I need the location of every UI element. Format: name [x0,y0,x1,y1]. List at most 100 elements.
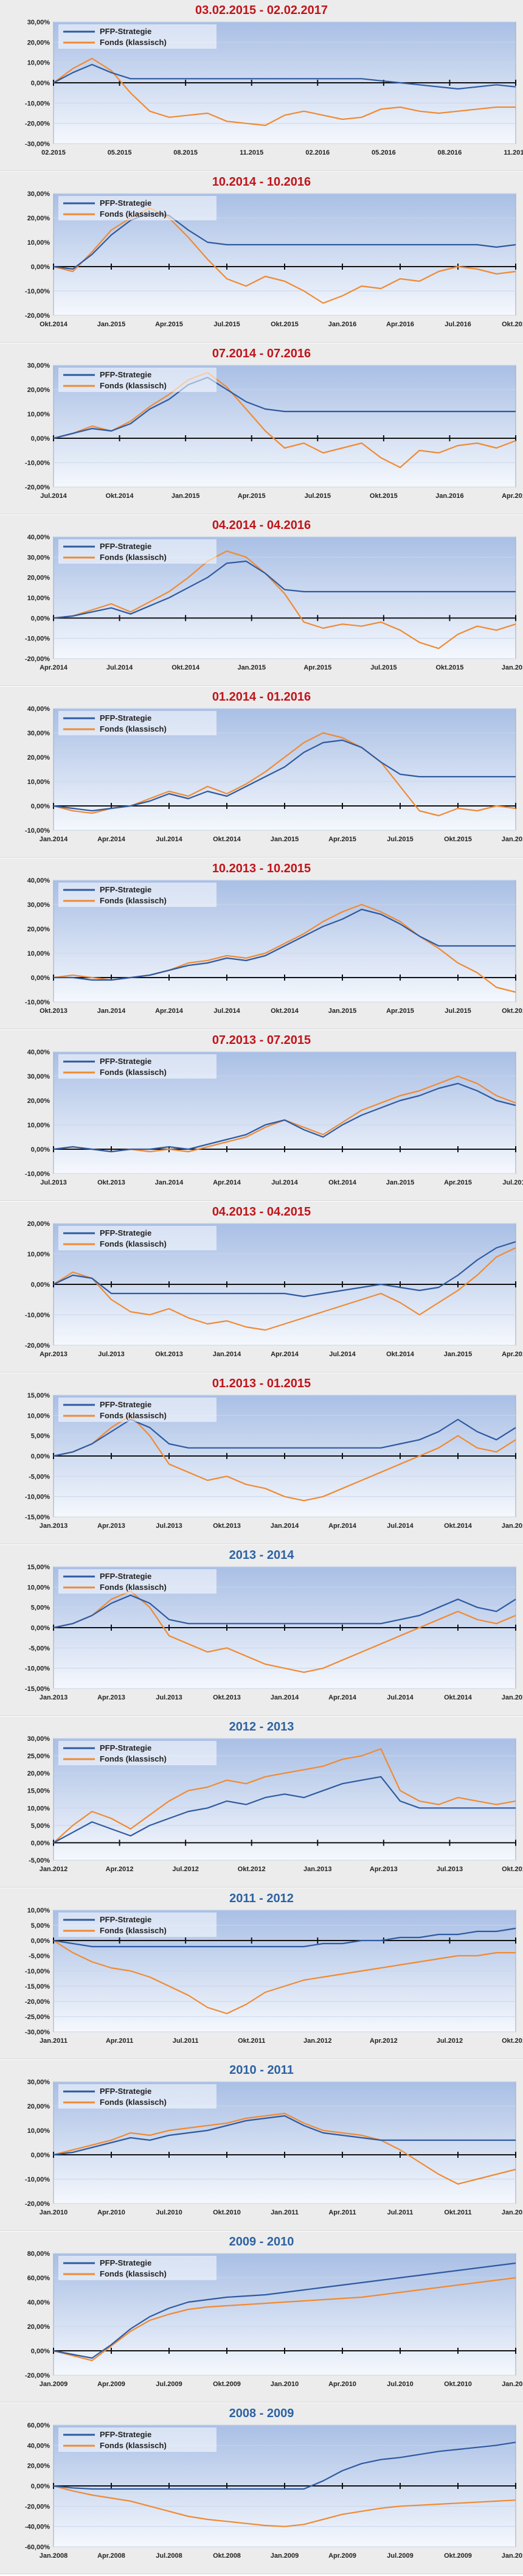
y-tick-label: 30,00% [27,191,50,198]
x-tick-label: Okt.2014 [40,321,68,328]
legend-label-strategy: PFP-Strategie [100,1057,151,1066]
y-tick-label: -20,00% [25,121,50,128]
x-tick-label: Jan.2014 [271,1694,299,1701]
chart-title: 2010 - 2011 [229,2063,294,2077]
legend: PFP-Strategie Fonds (klassisch) [58,1054,216,1079]
x-tick-label: Okt.2013 [213,1694,241,1701]
legend: PFP-Strategie Fonds (klassisch) [58,2084,216,2109]
y-tick-label: 10,00% [27,779,50,786]
y-tick-label: 30,00% [27,19,50,26]
x-tick-label: Jul.2013 [156,1522,182,1530]
y-tick-label: -20,00% [25,656,50,663]
chart-panel: 2012 - 2013 30,00% 25,00% 20,00% 15,00% 10,00… [0,1717,523,1888]
x-tick-label: Okt.2013 [213,1522,241,1530]
series-line-strategy [53,1241,516,1298]
x-tick-label: Jul.2013 [156,1694,182,1701]
x-tick-label: Okt.2010 [213,2209,241,2216]
y-tick-label: 15,00% [27,1564,50,1571]
y-tick-label: 10,00% [27,2127,50,2135]
x-tick-label: Apr.2010 [328,2381,356,2388]
series-line-strategy [53,560,516,619]
y-tick-label: 20,00% [27,1097,50,1105]
x-tick-label: Okt.2014 [171,664,200,671]
y-tick-label: 40,00% [27,1049,50,1056]
x-tick-label: Okt.2014 [328,1179,357,1186]
legend: PFP-Strategie Fonds (klassisch) [58,1913,216,1937]
x-tick-label: Okt.2008 [213,2552,241,2560]
y-tick-label: -10,00% [25,1494,50,1501]
y-tick-label: 20,00% [27,2103,50,2110]
x-tick-label: Okt.2012 [238,1866,266,1873]
x-tick-label: Jan.2008 [40,2552,68,2560]
chart-title: 2008 - 2009 [229,2407,294,2420]
x-tick-label: Apr.2014 [40,664,68,671]
line-chart: 20,00% 10,00% 0,00% -10,00% -20,00% Apr.2013 J… [25,1220,523,1358]
x-tick-label: Apr.2016 [502,492,523,500]
x-tick-label: Jan.2010 [502,2552,523,2560]
y-tick-label: 0,00% [31,80,50,87]
x-tick-label: Okt.2015 [502,1007,523,1015]
x-tick-label: Jul.2014 [271,1179,298,1186]
line-chart: 30,00%20,00%10,00%0,00%-10,00%-20,00%Jul… [25,362,523,500]
chart-panel: 03.02.2015 - 02.02.2017 30,00% 20,00% 10,00… [0,0,523,171]
y-tick-label: -30,00% [25,141,50,148]
x-tick-label: Jul.2015 [502,1179,523,1186]
y-tick-label: 20,00% [27,215,50,222]
series-line-strategy [53,2115,516,2156]
x-tick-label: Okt.2010 [444,2381,472,2388]
y-tick-label: 5,00% [31,1605,50,1612]
y-tick-label: 0,00% [31,1281,50,1289]
y-tick-label: 10,00% [27,1907,50,1914]
legend-label-fund: Fonds (klassisch) [100,38,167,47]
x-tick-label: Jan.2015 [328,1007,356,1015]
line-chart: 15,00% 10,00% 5,00% 0,00% -5,00% -10,00% -15,0… [25,1392,523,1530]
legend: PFP-Strategie Fonds (klassisch) [58,2256,216,2280]
y-tick-label: 30,00% [27,1735,50,1743]
y-tick-label: 0,00% [31,2483,50,2490]
chart-title: 2011 - 2012 [229,1892,294,1905]
legend-box [58,2256,216,2280]
series-line-fund [53,2485,516,2527]
y-tick-label: -10,00% [25,827,50,835]
legend-label-strategy: PFP-Strategie [100,542,151,551]
chart-panel: 2008 - 2009 60,00% 40,00% 20,00% 0,00% -20,00… [0,2403,523,2574]
legend-label-fund: Fonds (klassisch) [100,2441,167,2450]
x-tick-label: Jul.2016 [445,321,471,328]
x-tick-label: Jul.2015 [370,664,397,671]
legend-box [58,2427,216,2452]
chart-panel: 2013 - 2014 15,00% 10,00% 5,00% 0,00% -5,00% -… [0,1545,523,1716]
y-tick-label: 0,00% [31,1625,50,1632]
x-tick-label: Jul.2014 [106,664,133,671]
x-tick-label: Apr.2011 [106,2037,133,2045]
x-tick-label: Jul.2015 [213,321,240,328]
line-chart: 40,00%30,00%20,00%10,00%0,00%-10,00%Okt.… [25,877,523,1015]
legend-box [58,1913,216,1937]
x-tick-label: Jul.2015 [387,836,413,843]
y-tick-label: 10,00% [27,950,50,957]
y-tick-label: 20,00% [27,2463,50,2470]
x-tick-label: Apr.2014 [155,1007,184,1015]
y-tick-label: -20,00% [25,1998,50,2006]
x-tick-label: Jan.2014 [271,1522,299,1530]
y-tick-label: 10,00% [27,1805,50,1812]
series-line-strategy [54,908,516,981]
x-tick-label: Jan.2016 [502,664,523,671]
legend-label-strategy: PFP-Strategie [100,1572,151,1581]
x-tick-label: Jan.2011 [271,2209,299,2216]
chart-title: 07.2013 - 07.2015 [212,1034,311,1047]
legend-label-fund: Fonds (klassisch) [100,1926,167,1935]
y-tick-label: -60,00% [25,2544,50,2551]
y-tick-label: -5,00% [29,1953,50,1960]
chart-title: 2009 - 2010 [229,2235,294,2249]
series-line-strategy [53,2262,516,2359]
y-tick-label: 30,00% [27,901,50,909]
y-tick-label: -10,00% [25,999,50,1006]
legend: PFP-Strategie Fonds (klassisch) [58,539,216,564]
x-tick-label: Jan.2014 [213,1351,241,1358]
x-tick-label: Okt.2011 [444,2209,471,2216]
chart-title: 04.2014 - 04.2016 [212,519,311,532]
y-tick-label: 20,00% [27,2323,50,2331]
line-chart: 80,00% 60,00% 40,00% 20,00% 0,00% -20,00% Jan.… [25,2250,523,2388]
x-tick-label: Jan.2011 [502,2381,523,2388]
x-tick-label: 11.2015 [240,149,263,156]
